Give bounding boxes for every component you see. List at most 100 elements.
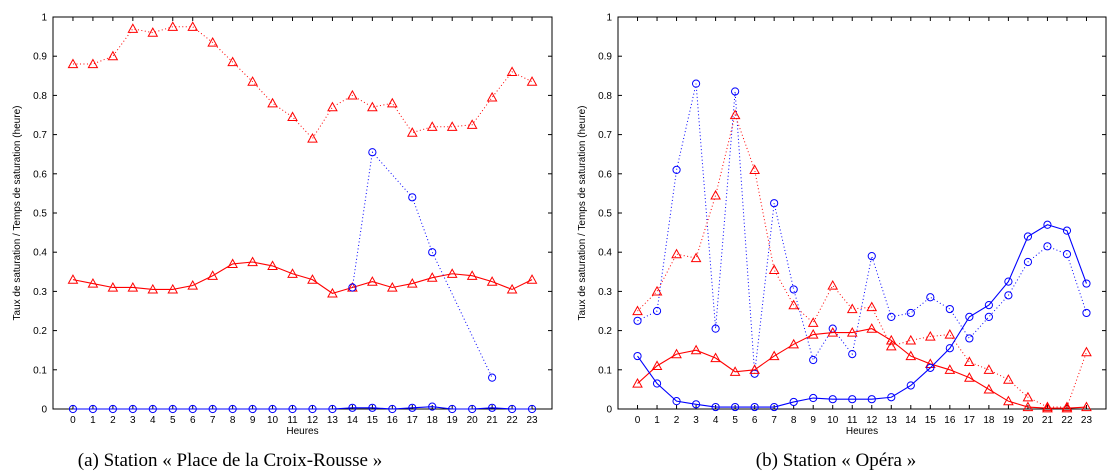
data-point-circle <box>809 393 818 403</box>
x-tick-label: 19 <box>1003 415 1015 426</box>
data-point-circle <box>368 148 377 157</box>
x-tick-label: 20 <box>1022 415 1034 426</box>
data-point-circle <box>848 395 857 404</box>
data-point-triangle <box>632 377 643 388</box>
data-point-triangle <box>1061 401 1073 412</box>
data-point-circle <box>408 193 417 202</box>
data-point-circle <box>368 403 377 412</box>
data-point-triangle <box>227 258 238 269</box>
x-tick-label: 1 <box>654 415 660 426</box>
data-point-circle <box>633 351 642 361</box>
data-point-triangle <box>944 364 956 374</box>
x-tick-label: 23 <box>526 415 538 426</box>
data-point-triangle <box>964 356 975 367</box>
data-point-circle <box>672 397 681 406</box>
series-line-1 <box>72 261 533 294</box>
x-tick-label: 9 <box>810 415 816 426</box>
data-point-circle <box>887 312 896 321</box>
x-tick-label: 1 <box>90 415 96 426</box>
data-point-circle <box>984 301 993 310</box>
data-point-triangle <box>87 58 99 69</box>
data-point-circle <box>188 404 197 414</box>
x-tick-label: 15 <box>925 415 937 426</box>
data-point-triangle <box>147 27 159 37</box>
data-point-circle <box>828 395 837 404</box>
series-line-0 <box>72 26 533 140</box>
data-point-triangle <box>885 334 897 345</box>
data-point-triangle <box>651 285 663 296</box>
x-tick-label: 22 <box>1061 415 1073 426</box>
data-point-circle <box>488 373 497 382</box>
x-tick-label: 2 <box>674 415 680 426</box>
series-line-3 <box>72 406 533 410</box>
data-point-circle <box>108 404 117 414</box>
data-point-triangle <box>690 252 702 263</box>
x-tick-label: 13 <box>327 415 339 426</box>
x-tick-label: 23 <box>1081 415 1093 426</box>
data-point-triangle <box>710 189 721 200</box>
data-point-triangle <box>944 328 956 339</box>
y-tick-label: 1 <box>41 13 47 24</box>
data-point-triangle <box>1081 346 1092 357</box>
data-point-triangle <box>307 132 318 143</box>
data-point-triangle <box>167 283 179 294</box>
data-point-triangle <box>107 281 119 292</box>
x-tick-label: 21 <box>487 415 499 426</box>
data-point-circle <box>867 395 876 404</box>
data-point-circle <box>128 404 137 414</box>
data-point-triangle <box>347 89 358 100</box>
data-point-triangle <box>287 268 298 278</box>
data-point-triangle <box>386 281 398 292</box>
data-point-triangle <box>651 360 663 370</box>
x-tick-label: 4 <box>150 415 156 426</box>
data-point-circle <box>789 397 798 407</box>
data-point-circle <box>488 403 497 412</box>
x-tick-label: 16 <box>387 415 399 426</box>
data-point-triangle <box>466 119 478 129</box>
data-point-circle <box>731 402 740 412</box>
chart-panel-opera: 00.10.20.30.40.50.60.70.80.910 1 2 3 4 5 6 7 8 9 1… <box>577 13 1107 437</box>
x-tick-label: 7 <box>771 415 777 426</box>
x-axis-label: Heures <box>846 426 878 437</box>
data-point-triangle <box>749 364 760 374</box>
data-point-triangle <box>1061 402 1073 413</box>
y-tick-label: 0.2 <box>598 326 612 337</box>
data-point-triangle <box>846 303 858 314</box>
data-point-circle <box>328 404 337 414</box>
data-point-triangle <box>526 76 538 86</box>
data-point-circle <box>168 404 177 414</box>
data-point-circle <box>308 404 317 414</box>
data-point-triangle <box>167 21 179 31</box>
y-tick-label: 0 <box>606 405 612 416</box>
data-point-triangle <box>207 36 219 47</box>
x-tick-label: 13 <box>886 415 898 426</box>
data-point-circle <box>652 379 662 388</box>
data-point-circle <box>348 403 357 412</box>
y-tick-label: 0.2 <box>33 326 47 337</box>
data-point-triangle <box>632 305 643 316</box>
x-tick-label: 5 <box>170 415 176 426</box>
y-axis-label: Taux de saturation / Temps de saturation… <box>577 106 588 321</box>
data-point-triangle <box>147 283 159 294</box>
data-point-circle <box>428 248 437 257</box>
data-point-triangle <box>827 327 839 337</box>
data-point-circle <box>867 252 876 261</box>
data-point-circle <box>711 402 720 412</box>
data-point-circle <box>789 285 798 294</box>
data-point-circle <box>348 283 357 292</box>
data-point-circle <box>1023 232 1033 241</box>
data-point-triangle <box>287 111 298 122</box>
data-point-triangle <box>267 260 278 271</box>
x-tick-label: 17 <box>407 415 419 426</box>
data-point-triangle <box>67 274 79 284</box>
data-point-circle <box>945 304 954 314</box>
data-point-triangle <box>486 91 498 102</box>
data-point-circle <box>711 324 720 333</box>
data-point-triangle <box>426 272 438 282</box>
x-tick-label: 19 <box>447 415 459 426</box>
x-tick-label: 16 <box>944 415 956 426</box>
y-axis-label: Taux de saturation / Temps de saturation… <box>12 106 23 321</box>
data-point-triangle <box>187 21 199 31</box>
data-point-circle <box>691 79 701 88</box>
x-tick-label: 6 <box>752 415 758 426</box>
